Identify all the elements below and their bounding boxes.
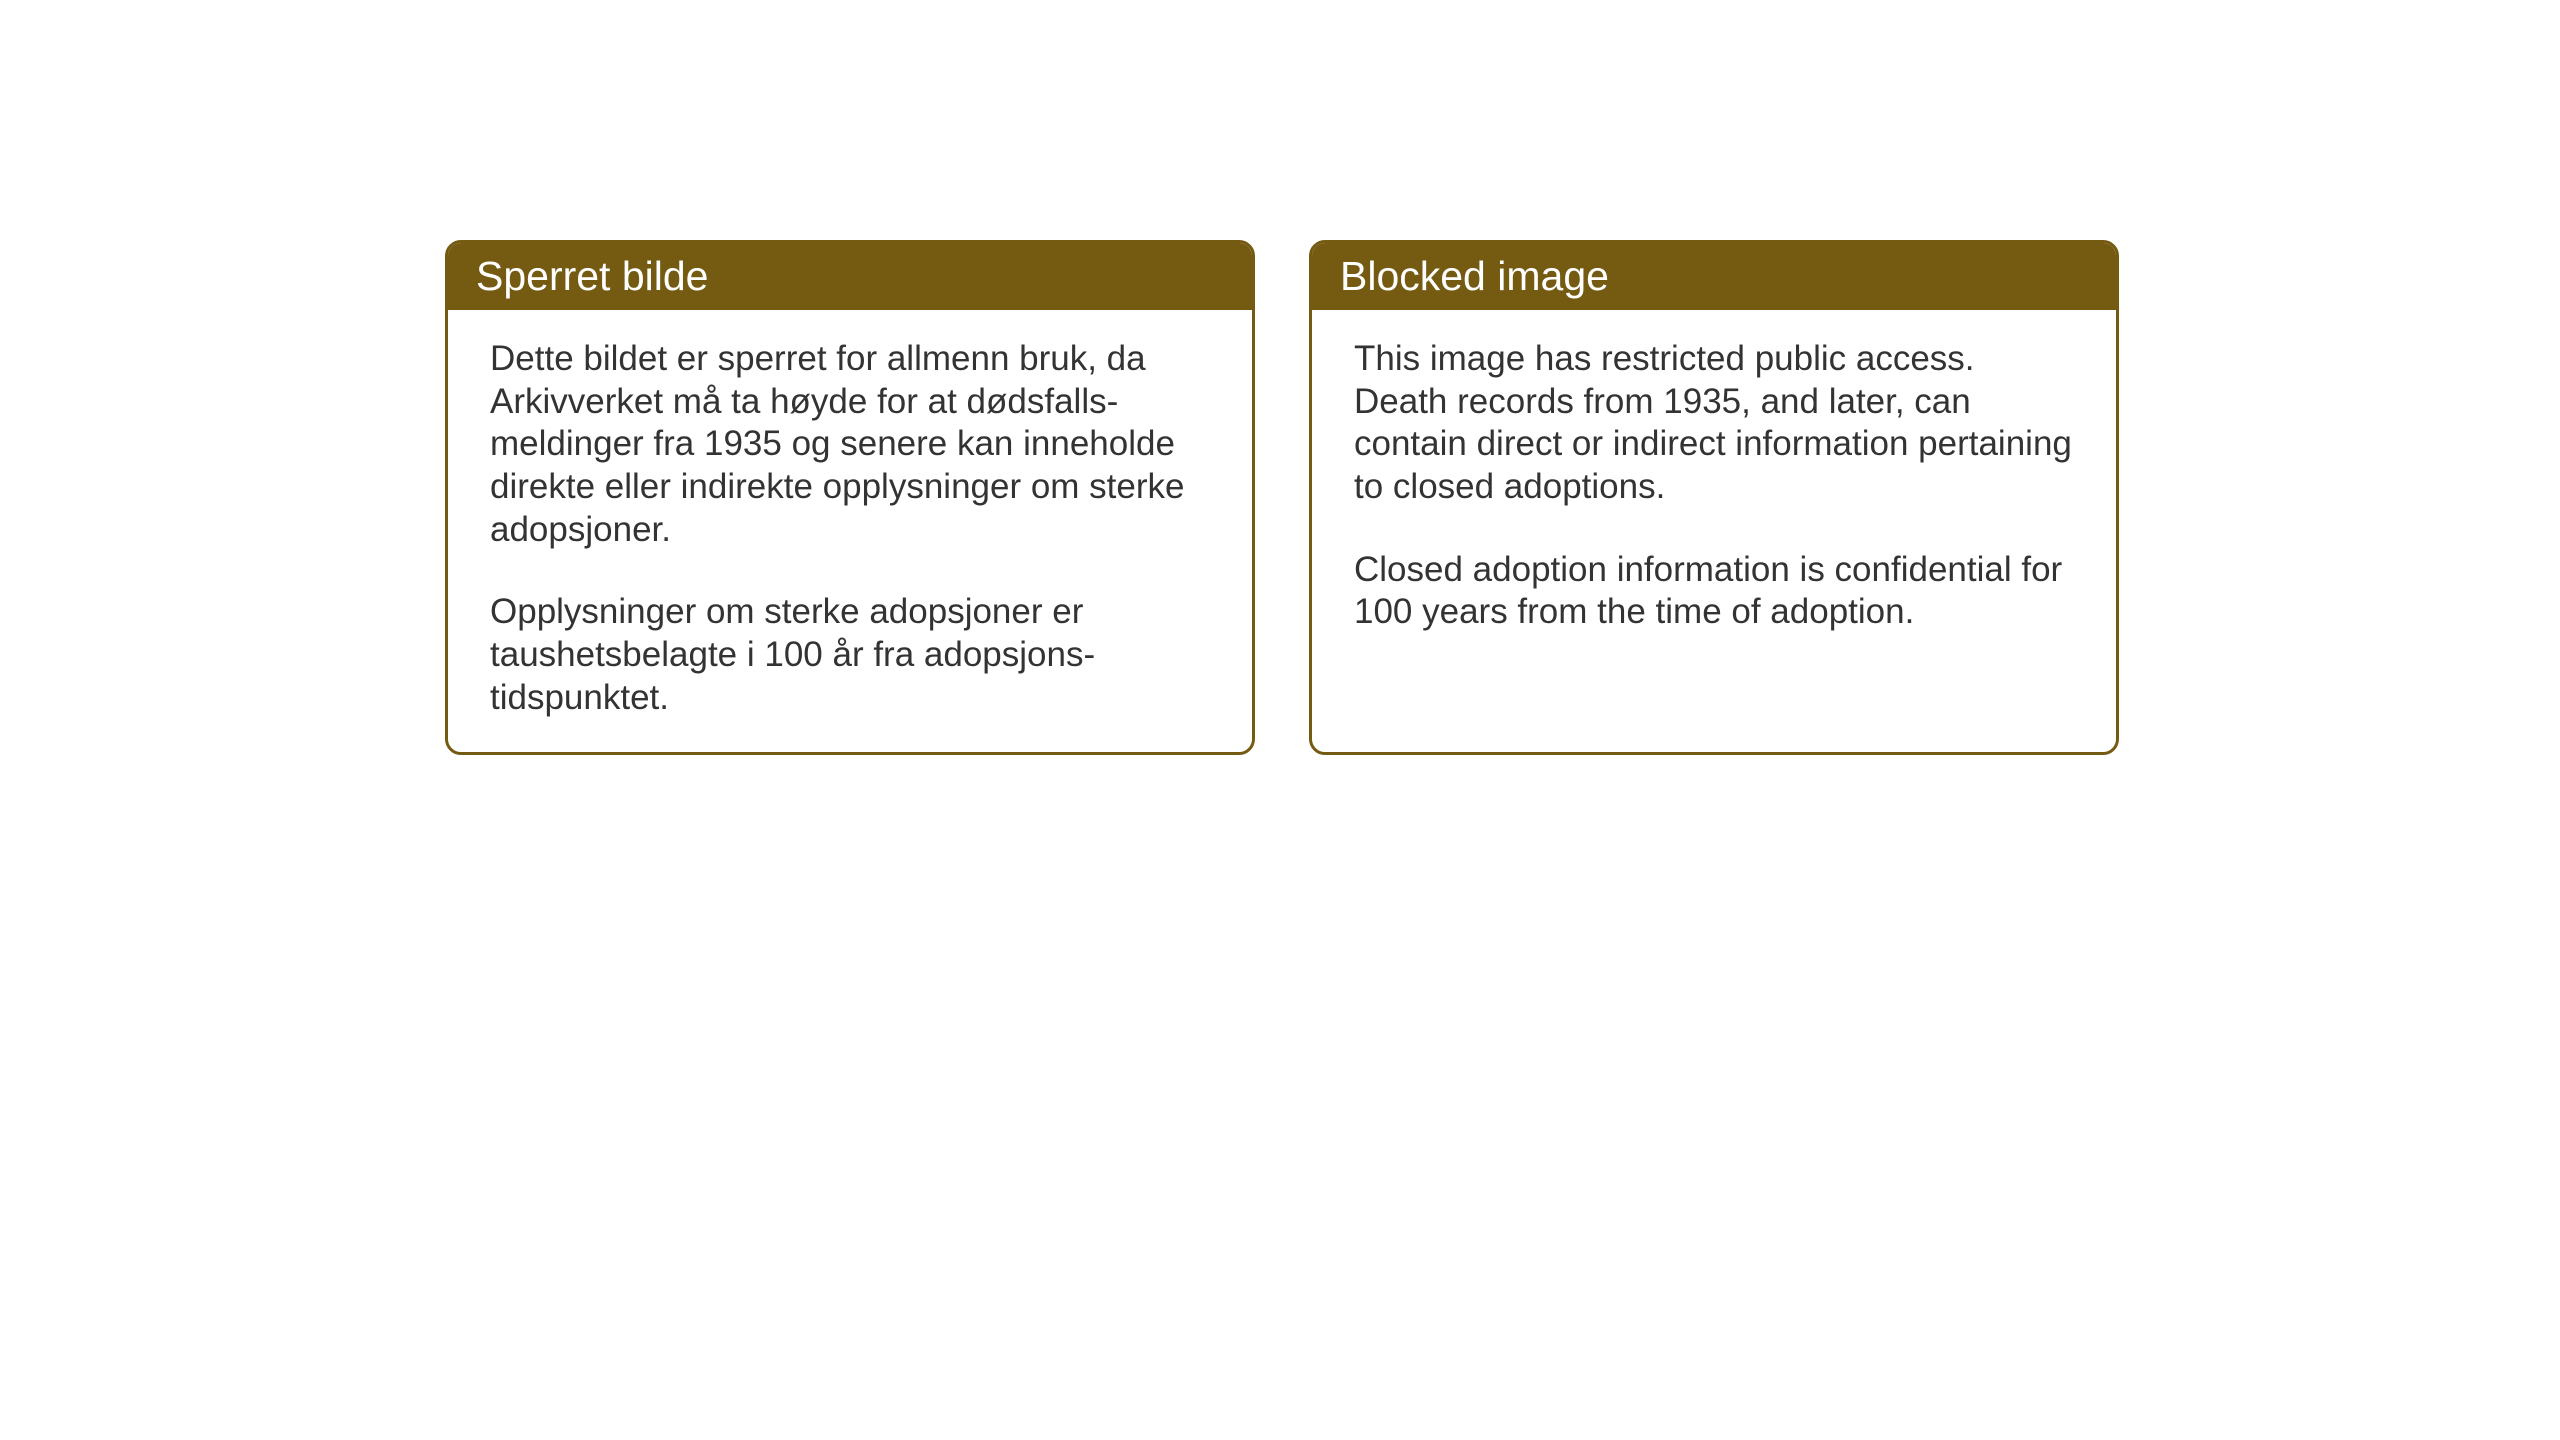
card-norwegian: Sperret bilde Dette bildet er sperret fo… bbox=[445, 240, 1255, 755]
card-norwegian-header: Sperret bilde bbox=[448, 243, 1252, 310]
cards-container: Sperret bilde Dette bildet er sperret fo… bbox=[445, 240, 2119, 755]
card-norwegian-paragraph-1: Dette bildet er sperret for allmenn bruk… bbox=[490, 338, 1210, 551]
card-english-body: This image has restricted public access.… bbox=[1312, 310, 2116, 674]
card-norwegian-body: Dette bildet er sperret for allmenn bruk… bbox=[448, 310, 1252, 755]
card-norwegian-paragraph-2: Opplysninger om sterke adopsjoner er tau… bbox=[490, 591, 1210, 719]
card-english-header: Blocked image bbox=[1312, 243, 2116, 310]
card-english: Blocked image This image has restricted … bbox=[1309, 240, 2119, 755]
card-english-paragraph-2: Closed adoption information is confident… bbox=[1354, 549, 2074, 634]
card-english-paragraph-1: This image has restricted public access.… bbox=[1354, 338, 2074, 509]
